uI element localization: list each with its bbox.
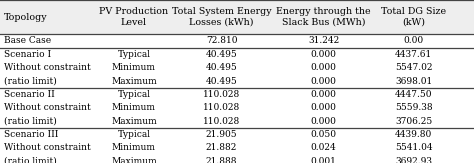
Text: 0.001: 0.001 [310, 157, 337, 163]
Text: 3698.01: 3698.01 [395, 76, 432, 86]
Text: 0.000: 0.000 [310, 90, 337, 99]
Text: Minimum: Minimum [112, 103, 156, 112]
Text: Typical: Typical [118, 130, 150, 139]
Text: Scenario II: Scenario II [4, 90, 55, 99]
Text: 4437.61: 4437.61 [395, 50, 432, 59]
Text: PV Production
Level: PV Production Level [100, 7, 168, 27]
Text: 110.028: 110.028 [203, 103, 240, 112]
Text: 5559.38: 5559.38 [395, 103, 432, 112]
Text: Typical: Typical [118, 90, 150, 99]
Text: 3692.93: 3692.93 [395, 157, 432, 163]
Text: Maximum: Maximum [111, 157, 157, 163]
Text: (ratio limit): (ratio limit) [4, 76, 56, 86]
Text: Base Case: Base Case [4, 36, 51, 45]
Text: 21.882: 21.882 [206, 143, 237, 152]
Text: Scenario III: Scenario III [4, 130, 58, 139]
Text: Without constraint: Without constraint [4, 143, 91, 152]
Text: 5541.04: 5541.04 [395, 143, 432, 152]
Text: Total System Energy
Losses (kWh): Total System Energy Losses (kWh) [172, 7, 272, 27]
Text: 110.028: 110.028 [203, 117, 240, 126]
Text: Without constraint: Without constraint [4, 103, 91, 112]
Text: 5547.02: 5547.02 [395, 63, 432, 72]
Text: 0.000: 0.000 [310, 76, 337, 86]
Text: 40.495: 40.495 [206, 76, 237, 86]
Text: 0.000: 0.000 [310, 63, 337, 72]
Text: Minimum: Minimum [112, 63, 156, 72]
Text: Scenario I: Scenario I [4, 50, 51, 59]
Text: 0.000: 0.000 [310, 50, 337, 59]
Bar [0, 0, 474, 34]
Text: Total DG Size
(kW): Total DG Size (kW) [381, 7, 446, 27]
Text: Energy through the
Slack Bus (MWh): Energy through the Slack Bus (MWh) [276, 7, 371, 27]
Text: 110.028: 110.028 [203, 90, 240, 99]
Text: 0.050: 0.050 [310, 130, 337, 139]
Text: Without constraint: Without constraint [4, 63, 91, 72]
Text: 3706.25: 3706.25 [395, 117, 432, 126]
Text: Maximum: Maximum [111, 117, 157, 126]
Text: 31.242: 31.242 [308, 36, 339, 45]
Text: Maximum: Maximum [111, 76, 157, 86]
Text: 40.495: 40.495 [206, 50, 237, 59]
Text: Minimum: Minimum [112, 143, 156, 152]
Text: Topology: Topology [4, 13, 47, 22]
Text: 40.495: 40.495 [206, 63, 237, 72]
Text: 0.000: 0.000 [310, 103, 337, 112]
Text: 0.000: 0.000 [310, 117, 337, 126]
Text: (ratio limit): (ratio limit) [4, 117, 56, 126]
Text: 21.905: 21.905 [206, 130, 237, 139]
Text: 0.024: 0.024 [310, 143, 337, 152]
Text: 4439.80: 4439.80 [395, 130, 432, 139]
Text: 4447.50: 4447.50 [395, 90, 432, 99]
Text: Typical: Typical [118, 50, 150, 59]
Text: 0.00: 0.00 [403, 36, 424, 45]
Text: (ratio limit): (ratio limit) [4, 157, 56, 163]
Text: 21.888: 21.888 [206, 157, 237, 163]
Text: 72.810: 72.810 [206, 36, 237, 45]
